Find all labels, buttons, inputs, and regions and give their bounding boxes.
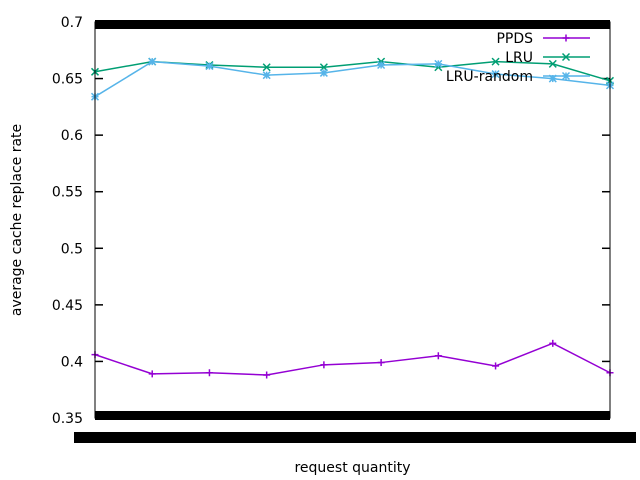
series-layer	[90, 57, 615, 379]
y-axis-label: average cache replace rate	[9, 124, 25, 316]
data-point	[262, 71, 271, 80]
data-point	[205, 369, 213, 377]
data-point	[548, 59, 557, 68]
data-point	[319, 68, 328, 77]
legend-marker	[561, 52, 571, 62]
legend-marker	[561, 71, 571, 81]
x-tick-labels-overlap	[74, 432, 636, 443]
data-point	[148, 370, 156, 378]
y-tick-label: 0.7	[61, 15, 83, 31]
legend-label: PPDS	[496, 31, 533, 47]
data-point	[148, 57, 157, 66]
y-tick-label: 0.4	[61, 354, 83, 370]
legend-marker	[562, 34, 570, 42]
legend-label: LRU	[505, 50, 533, 66]
data-point	[377, 60, 386, 70]
x-tick-band-bottom	[95, 411, 610, 420]
data-point	[491, 70, 500, 79]
data-point	[377, 359, 385, 367]
x-axis-label: request quantity	[294, 460, 410, 476]
x-axis-ticks	[74, 20, 636, 443]
y-tick-label: 0.5	[61, 241, 83, 257]
data-point	[434, 59, 443, 68]
data-point	[320, 361, 328, 369]
data-point	[205, 62, 214, 71]
data-point	[492, 362, 500, 370]
data-point	[262, 63, 271, 72]
data-point	[549, 339, 557, 347]
legend: PPDS LRU LRU-random	[446, 31, 590, 85]
x-tick-band-top	[95, 20, 610, 29]
y-tick-label: 0.55	[52, 185, 83, 201]
y-tick-label: 0.65	[52, 72, 83, 88]
plot-frame	[94, 21, 611, 419]
data-point	[263, 371, 271, 379]
data-point	[434, 352, 442, 360]
legend-label: LRU-random	[446, 69, 533, 85]
y-tick-label: 0.35	[52, 411, 83, 427]
y-tick-label: 0.45	[52, 298, 83, 314]
series-line-2	[94, 60, 611, 98]
y-tick-label: 0.6	[61, 128, 83, 144]
data-point	[491, 57, 500, 66]
y-axis-ticks: 0.35 0.4 0.45 0.5 0.55 0.6 0.65 0.7	[52, 15, 610, 427]
series-line-0	[94, 342, 611, 376]
